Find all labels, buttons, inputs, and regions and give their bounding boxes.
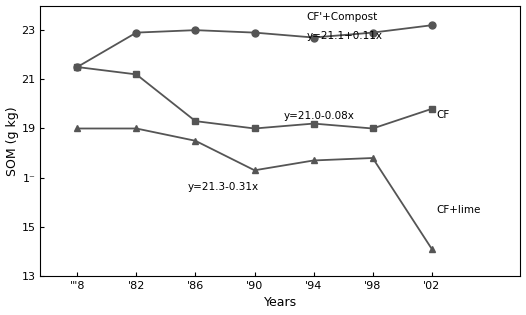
- Text: CF+lime: CF+lime: [436, 205, 481, 215]
- Text: CF'+Compost: CF'+Compost: [306, 12, 378, 21]
- Text: y=21.3-0.31x: y=21.3-0.31x: [188, 182, 259, 192]
- Text: CF: CF: [436, 110, 450, 120]
- Y-axis label: SOM (g kg): SOM (g kg): [6, 106, 18, 175]
- Text: y=21.1+0.11x: y=21.1+0.11x: [306, 31, 382, 41]
- Text: y=21.0-0.08x: y=21.0-0.08x: [284, 111, 355, 121]
- X-axis label: Years: Years: [264, 296, 297, 309]
